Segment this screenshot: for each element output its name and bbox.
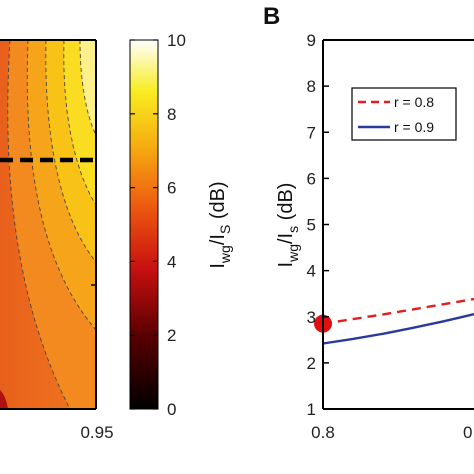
line-ylabel-main: I — [275, 262, 297, 268]
y-tick-label: 8 — [307, 77, 316, 96]
legend-label-r09: r = 0.9 — [394, 119, 434, 135]
y-tick-label: 3 — [307, 308, 316, 327]
x-tick-label: 0.8 — [311, 423, 335, 442]
contour-line — [63, 40, 96, 206]
colorbar: 0 2 4 6 8 10 Iwg/IS (dB) — [129, 31, 233, 419]
colorbar-label-sub2: S — [217, 225, 233, 234]
colorbar-label-mid: /I — [207, 234, 229, 245]
line-ylabel-sub2: s — [285, 226, 301, 233]
colorbar-tick-label: 8 — [167, 105, 176, 124]
x-tick-label: 0 — [463, 423, 472, 442]
heatmap-panel: 0.95 — [0, 39, 114, 442]
line-ylabel-sub1: wg — [285, 244, 301, 263]
y-tick-label: 5 — [307, 216, 316, 235]
colorbar-gradient — [129, 39, 159, 410]
colorbar-label: Iwg/IS (dB) — [207, 181, 233, 268]
colorbar-label-unit: (dB) — [207, 181, 229, 224]
contour-line — [26, 40, 96, 331]
colorbar-tick-label: 10 — [167, 31, 186, 50]
colorbar-ticks: 0 2 4 6 8 10 — [130, 31, 186, 419]
line-ylabel-unit: (dB) — [275, 183, 297, 226]
legend-box — [351, 87, 457, 141]
heatmap-field — [0, 40, 96, 409]
line-ylabel-mid: /I — [275, 233, 297, 244]
y-tick-label: 2 — [307, 354, 316, 373]
colorbar-label-sub1: wg — [217, 245, 233, 264]
heatmap-x-tick-label: 0.95 — [80, 423, 113, 442]
y-tick-label: 7 — [307, 123, 316, 142]
contour-line — [7, 40, 71, 409]
contour-band-5 — [80, 40, 96, 135]
series-line-r09 — [322, 312, 474, 345]
contour-line — [45, 40, 96, 263]
colorbar-tick-label: 0 — [167, 400, 176, 419]
legend-label-r08: r = 0.8 — [394, 94, 434, 110]
line-panel: B Iwg/Is (dB) 1 2 3 4 5 6 7 8 9 0.8 0 r = 0.8 r = … — [263, 3, 474, 442]
colorbar-tick-label: 6 — [167, 179, 176, 198]
colorbar-label-main: I — [207, 263, 229, 269]
contour-lines — [7, 40, 96, 409]
colorbar-tick-label: 4 — [167, 252, 176, 271]
series-line-r08 — [322, 297, 474, 325]
colorbar-tick-label: 2 — [167, 326, 176, 345]
line-axis-ticks: 1 2 3 4 5 6 7 8 9 0.8 0 — [307, 31, 473, 442]
panel-label-b: B — [263, 3, 280, 30]
y-tick-label: 6 — [307, 169, 316, 188]
y-tick-label: 4 — [307, 262, 316, 281]
legend: r = 0.8 r = 0.9 — [351, 87, 457, 141]
y-tick-label: 1 — [307, 400, 316, 419]
line-ylabel: Iwg/Is (dB) — [275, 183, 301, 268]
low-value-corner — [0, 390, 8, 409]
line-series-group — [314, 297, 474, 345]
y-tick-label: 9 — [307, 31, 316, 50]
